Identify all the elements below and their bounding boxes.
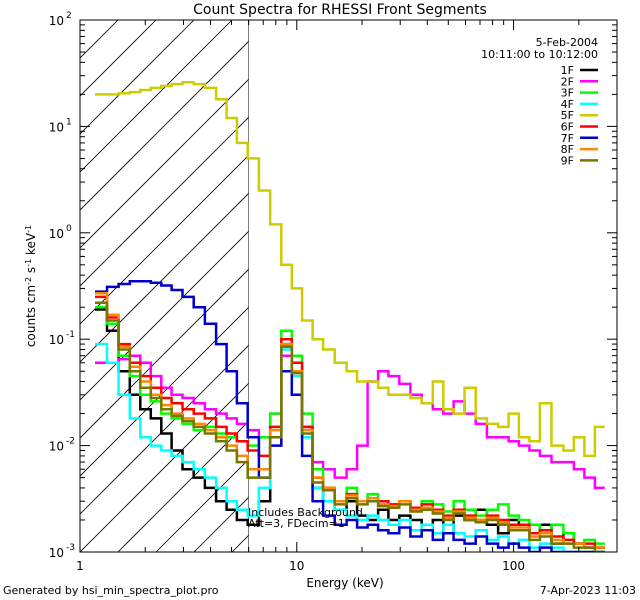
series-4f (95, 342, 605, 552)
x-axis-label: Energy (keV) (306, 576, 383, 590)
y-tick-label: 10 (49, 227, 64, 241)
hatch-line (80, 382, 249, 552)
legend-label-2f: 2F (561, 75, 574, 88)
y-tick-exponent: 1 (66, 117, 72, 127)
annotation-background: Includes Background (248, 506, 363, 519)
y-tick-label: 10 (49, 14, 64, 28)
hatch-line (80, 192, 249, 363)
hatch-line (80, 116, 249, 287)
x-tick-label: 100 (502, 559, 525, 573)
hatch-line (80, 20, 119, 59)
y-tick-label: 10 (49, 120, 64, 134)
x-tick-label: 10 (289, 559, 304, 573)
legend-label-3f: 3F (561, 87, 574, 100)
legend-label-8f: 8F (561, 143, 574, 156)
date-label: 5-Feb-2004 (536, 36, 598, 49)
legend-label-5f: 5F (561, 109, 574, 122)
series-5f (95, 80, 605, 458)
hatch-line (80, 20, 195, 135)
background-hatch-region (80, 20, 249, 552)
footer-timestamp: 7-Apr-2023 11:03 (540, 584, 636, 597)
y-tick-exponent: 0 (66, 224, 72, 234)
series-layer (95, 80, 605, 552)
hatch-line (80, 40, 249, 211)
y-tick-label: 10 (49, 546, 64, 560)
annotation-attenuator: Att=3, FDecim=1 (248, 517, 345, 530)
legend-label-6f: 6F (561, 121, 574, 134)
y-tick-label: 10 (49, 333, 64, 347)
hatch-line (80, 78, 249, 249)
hatch-line (80, 154, 249, 325)
y-tick-exponent: -2 (66, 437, 75, 447)
series-7f (95, 280, 605, 552)
x-tick-label: 1 (76, 559, 84, 573)
y-axis-label: counts cm-2 s-1 keV-1 (24, 225, 39, 347)
hatch-line (80, 268, 249, 439)
hatch-line (80, 20, 233, 173)
legend-label-9f: 9F (561, 154, 574, 167)
chart-title: Count Spectra for RHESSI Front Segments (193, 2, 487, 18)
y-tick-exponent: 2 (66, 11, 72, 21)
hatch-line (80, 230, 249, 401)
hatch-line (80, 306, 249, 477)
hatch-line (231, 534, 249, 552)
y-tick-exponent: -3 (66, 543, 75, 553)
legend-label-7f: 7F (561, 132, 574, 145)
legend-label-4f: 4F (561, 98, 574, 111)
time-range-label: 10:11:00 to 10:12:00 (481, 48, 598, 61)
legend-label-1f: 1F (561, 64, 574, 77)
series-9f (95, 301, 605, 552)
footer-generated-by: Generated by hsi_min_spectra_plot.pro (3, 584, 219, 597)
series-2f (95, 354, 605, 490)
hatch-line (117, 420, 249, 552)
plot-frame (79, 19, 618, 553)
y-tick-label: 10 (49, 440, 64, 454)
hatch-line (80, 344, 249, 515)
y-tick-exponent: -1 (66, 330, 75, 340)
hatch-line (80, 20, 81, 21)
